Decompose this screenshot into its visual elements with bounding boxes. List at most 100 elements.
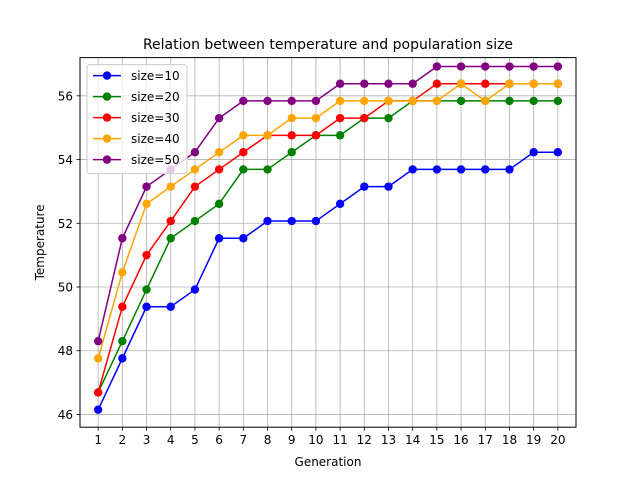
- x-tick-label: 15: [429, 433, 444, 447]
- x-tick-label: 13: [381, 433, 396, 447]
- data-point: [481, 96, 490, 106]
- data-point: [190, 148, 200, 157]
- x-tick-label: 19: [526, 433, 541, 447]
- data-point: [190, 165, 200, 174]
- data-point: [190, 216, 200, 226]
- data-point: [553, 79, 563, 88]
- y-tick-label: 46: [58, 408, 73, 422]
- series-layer: [93, 62, 563, 414]
- legend-item: size=20: [93, 90, 180, 104]
- data-point: [360, 113, 369, 123]
- legend-swatch-marker: [102, 155, 112, 164]
- data-point: [384, 79, 393, 88]
- legend-swatch-marker: [102, 71, 112, 80]
- x-axis-ticks: 1 2 3 4 5 6 7 8 9 10 11 12 13 14 15 16 17 18 19 20: [94, 427, 565, 447]
- data-point: [239, 234, 248, 243]
- data-point: [118, 234, 127, 243]
- series-size-10: [93, 148, 563, 414]
- legend-swatch-marker: [102, 134, 112, 143]
- data-point: [118, 336, 127, 346]
- legend-item: size=40: [93, 132, 180, 146]
- data-point: [93, 405, 103, 414]
- legend-swatch-marker: [102, 92, 112, 101]
- data-point: [214, 199, 224, 209]
- data-point: [335, 199, 345, 209]
- chart-title: Relation between temperature and popular…: [143, 37, 513, 53]
- data-point: [335, 113, 345, 123]
- data-point: [263, 216, 272, 226]
- data-point: [553, 62, 563, 71]
- legend-label: size=20: [131, 90, 180, 104]
- data-point: [239, 148, 248, 157]
- data-point: [335, 131, 345, 140]
- data-point: [263, 165, 272, 174]
- y-tick-label: 54: [58, 153, 73, 167]
- data-point: [408, 165, 417, 174]
- data-point: [360, 182, 369, 191]
- data-point: [481, 79, 490, 88]
- x-tick-label: 2: [119, 433, 127, 447]
- x-tick-label: 20: [550, 433, 565, 447]
- legend-label: size=50: [131, 153, 180, 167]
- x-tick-label: 16: [453, 433, 468, 447]
- legend-label: size=40: [131, 132, 180, 146]
- data-point: [166, 234, 175, 243]
- legend: size=10 size=20 size=30 size=40 size=50: [86, 64, 188, 175]
- y-axis-label: Temperature: [33, 204, 47, 281]
- data-point: [311, 96, 321, 106]
- legend-item: size=50: [93, 153, 180, 167]
- legend-swatch-marker: [102, 113, 112, 122]
- data-point: [239, 96, 248, 106]
- data-point: [166, 302, 175, 311]
- data-point: [118, 268, 127, 277]
- x-tick-label: 14: [405, 433, 420, 447]
- legend-box: [86, 64, 188, 175]
- data-point: [456, 96, 466, 106]
- data-point: [263, 96, 272, 106]
- data-point: [214, 148, 224, 157]
- data-point: [93, 336, 103, 346]
- data-point: [505, 62, 514, 71]
- data-point: [384, 182, 393, 191]
- x-tick-label: 9: [288, 433, 296, 447]
- data-point: [456, 62, 466, 71]
- data-point: [142, 182, 151, 191]
- y-tick-label: 52: [58, 217, 73, 231]
- data-point: [239, 165, 248, 174]
- data-point: [311, 113, 321, 123]
- data-point: [432, 96, 442, 106]
- data-point: [481, 165, 490, 174]
- legend-item: size=30: [93, 111, 180, 125]
- x-axis-label: Generation: [295, 455, 362, 469]
- data-point: [166, 182, 175, 191]
- data-point: [118, 302, 127, 311]
- data-point: [93, 354, 103, 363]
- data-point: [505, 165, 514, 174]
- data-point: [287, 148, 296, 157]
- data-point: [408, 79, 417, 88]
- data-point: [408, 96, 417, 106]
- x-tick-label: 11: [332, 433, 347, 447]
- data-point: [142, 285, 151, 294]
- data-point: [311, 216, 321, 226]
- x-tick-label: 17: [478, 433, 493, 447]
- data-point: [481, 62, 490, 71]
- data-point: [190, 182, 200, 191]
- x-tick-label: 6: [215, 433, 223, 447]
- data-point: [214, 234, 224, 243]
- data-point: [360, 79, 369, 88]
- data-point: [505, 79, 514, 88]
- data-point: [214, 165, 224, 174]
- data-point: [142, 302, 151, 311]
- legend-item: size=10: [93, 69, 180, 83]
- data-point: [360, 96, 369, 106]
- data-point: [214, 113, 224, 123]
- legend-label: size=10: [131, 69, 180, 83]
- data-point: [190, 285, 200, 294]
- data-point: [553, 148, 563, 157]
- y-tick-label: 48: [58, 344, 73, 358]
- data-point: [93, 388, 103, 397]
- data-point: [505, 96, 514, 106]
- data-point: [529, 62, 538, 71]
